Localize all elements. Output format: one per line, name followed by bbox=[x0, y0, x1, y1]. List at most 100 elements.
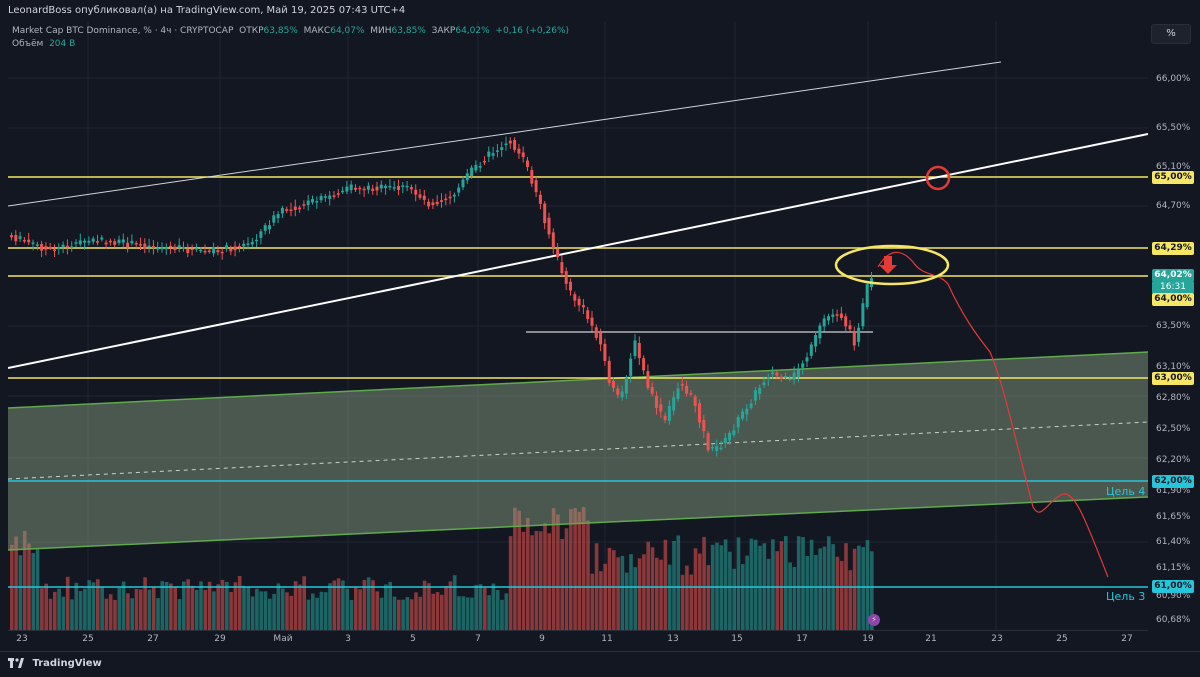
candle bbox=[452, 194, 456, 197]
forecast-path bbox=[877, 251, 1109, 578]
volume-bar bbox=[517, 510, 521, 630]
volume-bar bbox=[134, 589, 139, 630]
candle bbox=[422, 195, 426, 200]
volume-bar bbox=[315, 597, 319, 630]
level-label-63: 63,00% bbox=[1152, 372, 1194, 385]
candle bbox=[758, 387, 762, 395]
volume-bar bbox=[160, 581, 165, 630]
percent-scale-button[interactable]: % bbox=[1151, 24, 1191, 44]
candle bbox=[315, 201, 319, 203]
channel-upper-line bbox=[8, 351, 1148, 409]
volume-bar bbox=[603, 563, 607, 630]
volume-bar bbox=[422, 580, 427, 630]
candle bbox=[263, 225, 267, 231]
volume-bar bbox=[216, 584, 220, 630]
candle bbox=[289, 209, 293, 212]
time-tick: 13 bbox=[667, 634, 679, 644]
candle bbox=[375, 186, 379, 191]
candle bbox=[74, 242, 78, 244]
candle bbox=[341, 190, 345, 193]
level-label-64: 64,00% bbox=[1152, 293, 1194, 306]
candle bbox=[405, 185, 409, 188]
volume-bar bbox=[573, 508, 577, 630]
candle bbox=[285, 209, 289, 211]
volume-bar bbox=[139, 589, 143, 630]
volume-value: 204 B bbox=[49, 39, 76, 49]
candle bbox=[349, 184, 353, 191]
candle bbox=[35, 244, 39, 246]
candle bbox=[371, 188, 375, 191]
price-tick: 65,10% bbox=[1156, 162, 1191, 172]
candle bbox=[448, 196, 452, 199]
volume-bar bbox=[366, 577, 371, 630]
candle bbox=[117, 239, 121, 244]
lightning-icon[interactable]: ⚡ bbox=[868, 614, 880, 626]
candle bbox=[581, 304, 585, 308]
candle bbox=[345, 186, 349, 192]
candle bbox=[199, 249, 203, 252]
volume-bar bbox=[22, 530, 27, 630]
volume-bar bbox=[521, 531, 526, 630]
volume-bar bbox=[702, 536, 706, 630]
volume-bar bbox=[225, 581, 229, 630]
candle bbox=[655, 395, 658, 408]
price-tick: 60,90% bbox=[1156, 591, 1191, 601]
candle bbox=[220, 251, 224, 254]
volume-bar bbox=[590, 573, 595, 630]
bar-timer-label: 16:31 bbox=[1152, 281, 1194, 294]
volume-bar bbox=[414, 592, 418, 630]
price-tick: 63,50% bbox=[1156, 321, 1191, 331]
candle bbox=[332, 195, 336, 197]
candle bbox=[775, 372, 779, 376]
volume-bar bbox=[457, 596, 461, 630]
time-axis[interactable]: 23 25 27 29 Май 3 5 7 9 11 13 15 17 19 2… bbox=[8, 630, 1148, 650]
candle bbox=[835, 314, 839, 316]
candle bbox=[844, 316, 848, 327]
candle bbox=[590, 317, 594, 326]
candle bbox=[53, 249, 56, 251]
candle bbox=[392, 187, 396, 189]
time-tick: 19 bbox=[862, 634, 874, 644]
footer: TradingView bbox=[0, 651, 1200, 677]
volume-bar bbox=[126, 593, 130, 630]
volume-bar bbox=[474, 584, 478, 630]
candle bbox=[130, 240, 134, 244]
symbol-name[interactable]: Market Cap BTC Dominance, % · 4ч · CRYPT… bbox=[12, 26, 234, 36]
candle bbox=[650, 387, 654, 394]
volume-bar bbox=[693, 548, 698, 630]
candle bbox=[61, 244, 65, 248]
candle bbox=[728, 432, 732, 441]
volume-bar bbox=[147, 589, 152, 630]
candle bbox=[362, 188, 366, 191]
volume-bar bbox=[289, 595, 294, 630]
volume-bar bbox=[409, 599, 414, 630]
candle bbox=[113, 241, 117, 245]
candle bbox=[44, 246, 48, 250]
time-tick: 21 bbox=[925, 634, 937, 644]
volume-bar bbox=[268, 598, 272, 630]
time-tick: 11 bbox=[601, 634, 613, 644]
candle bbox=[143, 243, 147, 249]
candle bbox=[857, 327, 861, 342]
time-tick: 15 bbox=[731, 634, 743, 644]
volume-bar bbox=[40, 588, 44, 630]
candle bbox=[268, 225, 271, 230]
volume-bar bbox=[164, 581, 169, 630]
price-chart[interactable] bbox=[8, 22, 1148, 630]
volume-bar bbox=[616, 557, 620, 630]
volume-bar bbox=[207, 581, 212, 630]
candle bbox=[470, 167, 474, 176]
candle bbox=[465, 173, 469, 181]
candle bbox=[594, 327, 598, 338]
candle bbox=[513, 140, 517, 150]
volume-bar bbox=[44, 583, 48, 630]
candle bbox=[620, 391, 624, 398]
price-axis[interactable]: 66,00% 65,50% 65,10% 64,70% 63,50% 63,10… bbox=[1148, 22, 1200, 630]
candle bbox=[379, 184, 383, 189]
volume-bar bbox=[870, 551, 874, 630]
volume-bar bbox=[444, 585, 448, 630]
volume-label: Объём bbox=[12, 39, 44, 49]
volume-bar bbox=[336, 578, 341, 630]
level-label-61: 61,00% bbox=[1152, 580, 1194, 593]
volume-bar bbox=[229, 591, 233, 630]
